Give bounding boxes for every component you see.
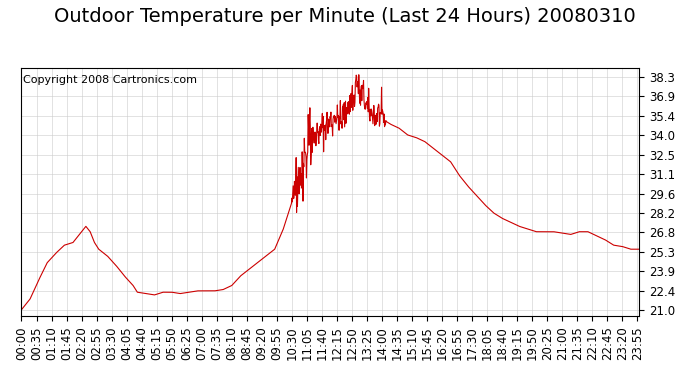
Text: Copyright 2008 Cartronics.com: Copyright 2008 Cartronics.com	[23, 75, 197, 85]
Text: Outdoor Temperature per Minute (Last 24 Hours) 20080310: Outdoor Temperature per Minute (Last 24 …	[54, 8, 636, 27]
